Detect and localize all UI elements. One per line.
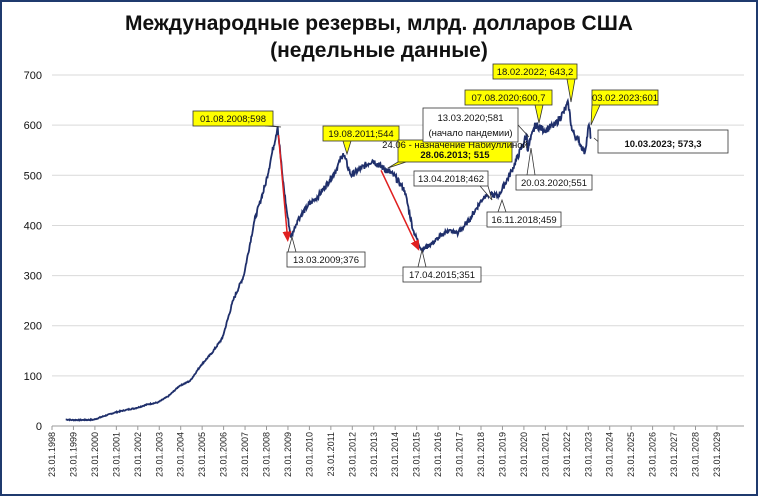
annotation-label: 13.03.2009;376 <box>293 255 359 266</box>
y-tick-label: 300 <box>24 271 42 283</box>
x-tick-label: 23.01.2008 <box>262 432 272 477</box>
x-tick-label: 23.01.2015 <box>412 432 422 477</box>
annotation-pointer <box>497 198 507 213</box>
annotation-pointer <box>534 104 544 124</box>
x-tick-label: 23.01.2007 <box>240 432 250 477</box>
x-tick-label: 23.01.2028 <box>691 432 701 477</box>
chart-title-line1: Международные резервы, млрд. долларов СШ… <box>125 12 633 35</box>
x-tick-label: 23.01.2010 <box>304 432 314 477</box>
annotation-box <box>286 251 366 268</box>
x-tick-label: 23.01.1998 <box>47 432 57 477</box>
annotation-pointer <box>593 137 599 142</box>
x-tick-label: 23.01.2014 <box>390 432 400 477</box>
x-tick-label: 23.01.2020 <box>519 432 529 477</box>
x-tick-label: 23.01.2001 <box>111 432 121 477</box>
annotation-pointer <box>342 140 352 156</box>
x-tick-label: 23.01.2025 <box>626 432 636 477</box>
x-tick-label: 23.01.2013 <box>369 432 379 477</box>
series-line <box>65 97 592 422</box>
annotation-label: 28.06.2013; 515 <box>420 150 490 161</box>
x-tick-label: 23.01.2011 <box>326 432 336 476</box>
annotation-box <box>597 129 729 154</box>
y-tick-label: 700 <box>24 70 42 82</box>
annotation-label: 19.08.2011;544 <box>328 129 393 140</box>
annotation-label: (начало пандемии) <box>428 128 512 139</box>
x-tick-label: 23.01.2026 <box>648 432 658 477</box>
x-tick-label: 23.01.2002 <box>133 432 143 477</box>
y-tick-label: 600 <box>24 120 42 132</box>
annotation-label: 13.04.2018;462 <box>418 174 484 185</box>
x-tick-label: 23.01.2027 <box>669 432 679 477</box>
x-tick-label: 23.01.2019 <box>497 432 507 477</box>
y-tick-label: 100 <box>24 371 42 383</box>
x-tick-label: 23.01.2021 <box>540 432 550 477</box>
annotation-label: 17.04.2015;351 <box>409 270 475 281</box>
annotation-pointer <box>387 161 407 169</box>
x-tick-label: 23.01.2003 <box>154 432 164 477</box>
annotation-label: 03.02.2023;601 <box>592 93 658 104</box>
x-tick-label: 23.01.2017 <box>455 432 465 477</box>
annotation-pointer <box>517 124 530 138</box>
annotation-label: 24.06 - назначение Набиуллиной <box>382 140 528 151</box>
annotation-pointer <box>417 249 427 268</box>
x-tick-label: 23.01.1999 <box>68 432 78 477</box>
x-tick-label: 23.01.2006 <box>219 432 229 477</box>
x-tick-label: 23.01.2005 <box>197 432 207 477</box>
annotation-label: 13.03.2020;581 <box>437 113 503 124</box>
y-tick-label: 0 <box>36 421 42 433</box>
annotation-box <box>322 125 400 142</box>
x-tick-label: 23.01.2012 <box>347 432 357 477</box>
annotation-pointer <box>526 147 536 176</box>
annotation-box <box>422 107 519 143</box>
x-tick-label: 23.01.2009 <box>283 432 293 477</box>
y-tick-label: 500 <box>24 170 42 182</box>
x-tick-label: 23.01.2000 <box>90 432 100 477</box>
annotation-pointer <box>287 235 297 253</box>
annotation-pointer <box>566 78 576 103</box>
annotation-label: 20.03.2020;551 <box>521 178 587 189</box>
chart-title: Международные резервы, млрд. долларов СШ… <box>2 10 756 64</box>
annotation-label: 01.08.2008;598 <box>200 114 266 125</box>
chart-subtitle: (недельные данные) <box>270 39 488 62</box>
annotation-pointer <box>590 104 601 126</box>
x-tick-label: 23.01.2016 <box>433 432 443 477</box>
annotation-box <box>413 170 489 187</box>
x-tick-label: 23.01.2018 <box>476 432 486 477</box>
x-tick-label: 23.01.2024 <box>605 432 615 477</box>
y-tick-label: 400 <box>24 220 42 232</box>
annotation-box <box>591 89 659 106</box>
annotation-label: 18.02.2022; 643,2 <box>497 67 574 78</box>
x-tick-label: 23.01.2022 <box>562 432 572 477</box>
annotation-box <box>492 63 578 80</box>
annotation-box <box>515 174 593 191</box>
trend-arrow <box>277 135 292 242</box>
x-tick-label: 23.01.2004 <box>176 432 186 477</box>
annotation-box <box>486 211 562 228</box>
annotation-label: 07.08.2020;600,7 <box>472 93 546 104</box>
trend-arrow <box>380 169 420 251</box>
annotation-pointer <box>479 185 493 201</box>
y-tick-label: 200 <box>24 321 42 333</box>
annotation-box <box>192 110 274 127</box>
x-tick-label: 23.01.2023 <box>583 432 593 477</box>
annotation-label: 16.11.2018;459 <box>491 215 556 226</box>
annotation-box <box>464 89 553 106</box>
x-tick-label: 23.01.2029 <box>712 432 722 477</box>
annotation-box <box>402 266 482 283</box>
annotation-label: 10.03.2023; 573,3 <box>624 139 701 150</box>
